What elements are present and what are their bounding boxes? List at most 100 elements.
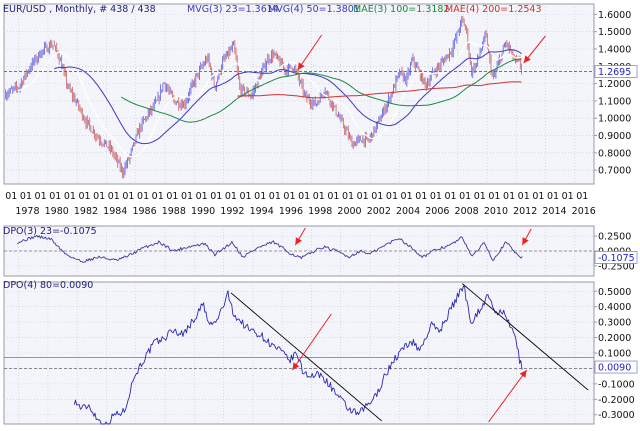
last-value-box — [594, 360, 638, 374]
last-value-box — [594, 250, 638, 264]
x-tick-month: 01 — [518, 191, 530, 202]
dpo80-y-axis: 0.50000.40000.30000.20000.10000.0000-0.1… — [594, 287, 635, 421]
dpo23-y-tick-label: -0.2500 — [598, 261, 635, 272]
x-tick-year: 1992 — [220, 206, 244, 217]
x-tick-month: 01 — [386, 191, 398, 202]
x-tick-year: 1996 — [279, 206, 303, 217]
legend-mvg23: MVG(3) 23=1.3614 — [187, 4, 279, 15]
x-tick-month: 01 — [64, 191, 76, 202]
dpo80-y-tick-label: -0.2000 — [598, 395, 635, 406]
dpo23-y-tick-label: 0.2500 — [598, 232, 631, 243]
x-tick-month: 01 — [108, 191, 120, 202]
x-tick-year: 2000 — [337, 206, 361, 217]
price-y-tick-label: 1.0000 — [598, 114, 631, 125]
x-tick-month: 01 — [20, 191, 32, 202]
price-y-tick-label: 1.6000 — [598, 10, 631, 21]
price-last-label: 1.2695 — [594, 65, 638, 78]
x-tick-year: 1982 — [74, 206, 98, 217]
x-tick-month: 01 — [415, 191, 427, 202]
dpo80-y-tick-label: 0.4000 — [598, 302, 631, 313]
x-tick-year: 1998 — [308, 206, 332, 217]
x-tick-year: 1990 — [191, 206, 215, 217]
dpo80-y-tick-label: -0.1000 — [598, 379, 635, 390]
x-axis: 01 01 01 01 01 01 01 01 01 01 01 01 01 01 01 01 01 01 01 01… — [5, 191, 596, 217]
annotation-arrowhead — [523, 55, 531, 63]
x-tick-year: 2016 — [572, 206, 596, 217]
x-tick-year: 1988 — [162, 206, 186, 217]
x-tick-month: 01 — [269, 191, 281, 202]
x-tick-month: 01 — [313, 191, 325, 202]
dpo23-last-label: -0.1075 — [594, 250, 638, 264]
price-moving-averages — [17, 41, 522, 158]
annotation-arrow — [292, 313, 332, 371]
x-tick-month: 01 — [576, 191, 588, 202]
dpo80-trendlines — [230, 283, 589, 422]
x-tick-month: 01 — [459, 191, 471, 202]
dpo80-y-tick-label: 0.1000 — [598, 349, 631, 360]
x-tick-month: 01 — [5, 191, 17, 202]
mvg50-line — [54, 49, 522, 145]
x-tick-year: 2008 — [455, 206, 479, 217]
x-tick-month: 01 — [474, 191, 486, 202]
x-tick-month: 01 — [371, 191, 383, 202]
x-tick-year: 2002 — [367, 206, 391, 217]
dpo80-y-tick-label: -0.3000 — [598, 410, 635, 421]
price-y-tick-label: 1.2000 — [598, 79, 631, 90]
x-tick-month: 01 — [210, 191, 222, 202]
price-bars — [5, 16, 522, 179]
x-tick-month: 01 — [357, 191, 369, 202]
dpo23-panel: 0.25000.0000-0.2500 -0.1075 DPO(3) 23=-0… — [3, 225, 638, 277]
price-plot-area — [3, 3, 595, 185]
dpo80-line — [73, 285, 523, 425]
x-tick-year: 1986 — [132, 206, 156, 217]
x-tick-year: 2006 — [425, 206, 449, 217]
dpo80-y-tick-label: 0.5000 — [598, 287, 631, 298]
dpo80-trendline — [230, 292, 383, 422]
x-tick-month: 01 — [240, 191, 252, 202]
annotation-arrowhead — [295, 237, 302, 245]
price-y-tick-label: 1.1000 — [598, 96, 631, 107]
dpo23-annotations — [294, 227, 532, 246]
annotation-arrowhead — [522, 237, 529, 245]
mvg23-line — [17, 41, 522, 158]
x-tick-month: 01 — [401, 191, 413, 202]
x-tick-month: 01 — [254, 191, 266, 202]
x-tick-month: 01 — [225, 191, 237, 202]
x-tick-year: 1980 — [45, 206, 69, 217]
dpo80-reference-line — [4, 357, 594, 369]
last-value-label: 1.2695 — [598, 67, 631, 78]
price-y-tick-label: 0.9000 — [598, 131, 631, 142]
dpo80-y-tick-label: 0.3000 — [598, 318, 631, 329]
x-tick-month: 01 — [444, 191, 456, 202]
x-tick-year: 2010 — [484, 206, 508, 217]
x-tick-month: 01 — [35, 191, 47, 202]
dpo23-line — [17, 234, 523, 263]
x-tick-month: 01 — [93, 191, 105, 202]
x-tick-month: 01 — [78, 191, 90, 202]
dpo80-annotations — [292, 313, 528, 423]
x-tick-month: 01 — [327, 191, 339, 202]
x-tick-month: 01 — [342, 191, 354, 202]
dpo80-line — [73, 285, 523, 425]
last-value-label: -0.1075 — [598, 253, 635, 264]
x-tick-month: 01 — [298, 191, 310, 202]
annotation-arrowhead — [519, 370, 527, 378]
last-value-label: 0.0090 — [598, 363, 631, 374]
dpo80-title: DPO(4) 80=0.0090 — [3, 280, 93, 291]
annotation-arrowhead — [297, 62, 305, 70]
mae100-line — [121, 58, 522, 123]
x-tick-month: 01 — [532, 191, 544, 202]
dpo23-line — [17, 234, 523, 263]
x-tick-month: 01 — [547, 191, 559, 202]
x-tick-month: 01 — [166, 191, 178, 202]
x-tick-month: 01 — [152, 191, 164, 202]
dpo80-trendline — [461, 283, 589, 391]
dpo23-title: DPO(3) 23=-0.1075 — [3, 226, 97, 237]
price-y-tick-label: 0.8000 — [598, 148, 631, 159]
legend-mae100: MAE(3) 100=1.3182 — [353, 4, 450, 15]
x-tick-year: 2012 — [513, 206, 537, 217]
dpo80-y-tick-label: 0.2000 — [598, 333, 631, 344]
x-tick-month: 01 — [181, 191, 193, 202]
